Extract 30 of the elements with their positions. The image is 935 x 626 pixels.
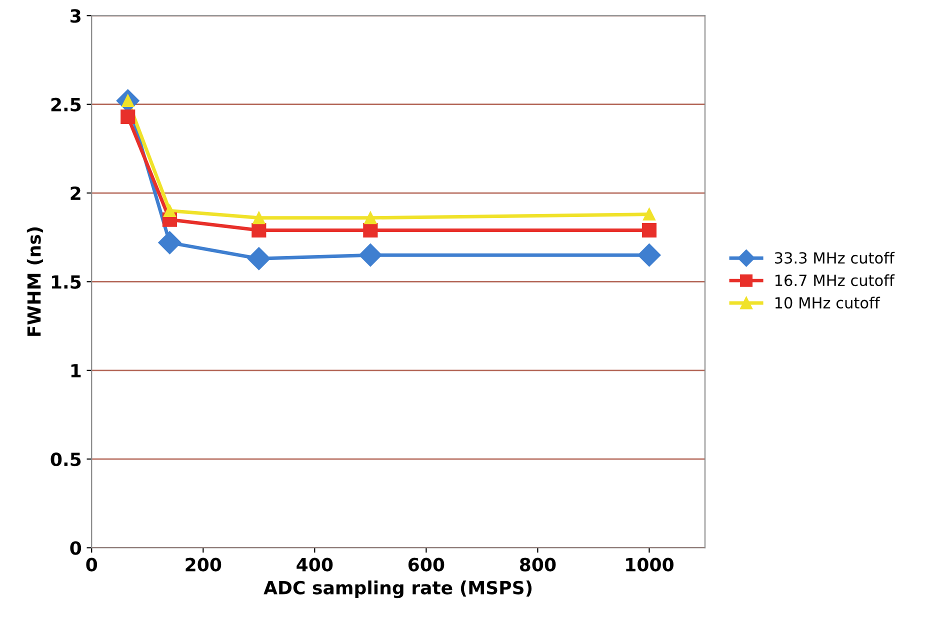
x-tick-label: 600 — [408, 558, 444, 572]
point — [642, 208, 656, 221]
y-tick-label: 0.5 — [50, 452, 81, 466]
point — [638, 244, 661, 267]
point — [252, 222, 266, 238]
point — [247, 247, 270, 270]
point — [642, 222, 657, 238]
x-tick-label: 0 — [86, 558, 98, 572]
point — [120, 109, 136, 124]
y-tick-label: 2.5 — [51, 98, 81, 112]
point — [363, 222, 378, 238]
x-tick-label: 400 — [296, 558, 333, 572]
x-tick-label: 800 — [520, 558, 556, 572]
y-tick-label: 2 — [70, 186, 80, 200]
legend-label: 10 MHz cutoff — [775, 296, 880, 309]
legend-label: 16.7 MHz cutoff — [775, 274, 895, 286]
point — [163, 204, 176, 218]
y-axis-title: FWHM (ns) — [26, 227, 43, 336]
y-tick-label: 3 — [70, 9, 80, 23]
point — [358, 244, 382, 267]
x-tick-label: 1000 — [626, 558, 674, 572]
point — [158, 231, 182, 254]
y-tick-label: 1 — [71, 364, 81, 378]
y-tick-label: 1.5 — [52, 275, 81, 289]
point — [252, 212, 266, 224]
point — [364, 212, 377, 224]
x-axis-title: ADC sampling rate (MSPS) — [264, 580, 532, 598]
x-tick-label: 200 — [186, 558, 222, 572]
legend-label: 33.3 MHz cutoff — [774, 252, 895, 264]
y-tick-label: 0 — [70, 541, 82, 555]
